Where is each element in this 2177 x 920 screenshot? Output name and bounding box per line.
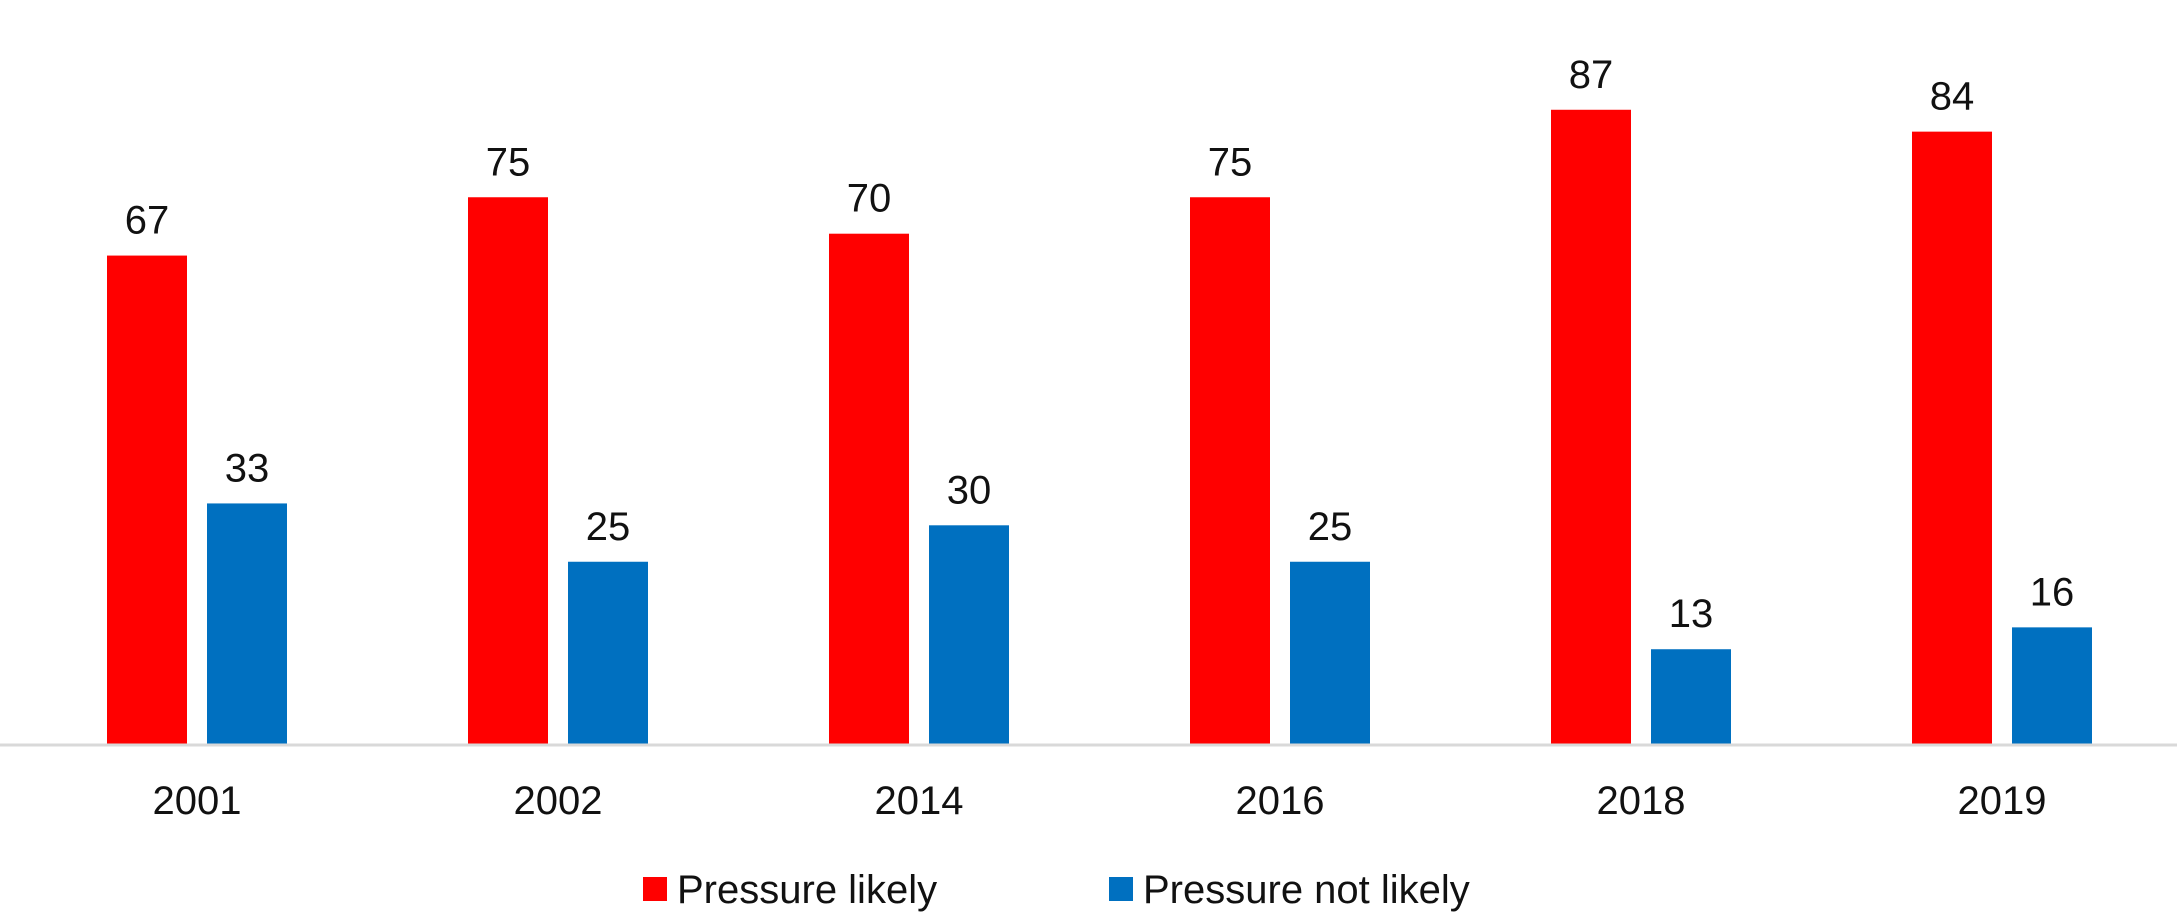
bar-pressure-not-likely-2014	[929, 525, 1009, 744]
bar-pressure-likely-2018	[1551, 109, 1631, 744]
data-label-pressure-likely-2014: 70	[847, 177, 892, 221]
bar-pressure-not-likely-2001	[207, 503, 287, 744]
data-label-pressure-likely-2001: 67	[125, 199, 170, 243]
data-label-pressure-not-likely-2019: 16	[2030, 570, 2075, 614]
data-label-pressure-likely-2019: 84	[1930, 75, 1975, 119]
bar-pressure-likely-2014	[829, 233, 909, 744]
x-tick-label-2014: 2014	[875, 779, 964, 823]
bar-pressure-not-likely-2018	[1651, 649, 1731, 744]
data-label-pressure-likely-2016: 75	[1208, 140, 1253, 184]
bar-pressure-not-likely-2002	[568, 561, 648, 744]
bar-pressure-likely-2019	[1912, 131, 1992, 744]
data-label-pressure-not-likely-2002: 25	[586, 505, 631, 549]
bar-pressure-not-likely-2016	[1290, 561, 1370, 744]
x-tick-label-2001: 2001	[153, 779, 242, 823]
bar-pressure-not-likely-2019	[2012, 627, 2092, 744]
x-tick-label-2018: 2018	[1597, 779, 1686, 823]
bar-pressure-likely-2002	[468, 197, 548, 744]
bar-pressure-likely-2016	[1190, 197, 1270, 744]
data-labels-layer: 67 33 75 25 70 30 75 25 87 13 84 16	[125, 53, 2075, 636]
x-tick-labels-layer: 2001 2002 2014 2016 2018 2019	[153, 779, 2047, 823]
legend-label-pressure-likely: Pressure likely	[677, 868, 937, 912]
legend: Pressure likely Pressure not likely	[643, 868, 1470, 912]
x-tick-label-2016: 2016	[1236, 779, 1325, 823]
legend-swatch-pressure-likely	[643, 877, 667, 901]
data-label-pressure-not-likely-2016: 25	[1308, 505, 1353, 549]
bar-pressure-likely-2001	[107, 255, 187, 744]
bars-layer	[107, 109, 2092, 744]
data-label-pressure-not-likely-2014: 30	[947, 468, 992, 512]
data-label-pressure-not-likely-2001: 33	[225, 446, 270, 490]
x-tick-label-2002: 2002	[514, 779, 603, 823]
legend-label-pressure-not-likely: Pressure not likely	[1143, 868, 1470, 912]
x-tick-label-2019: 2019	[1958, 779, 2047, 823]
data-label-pressure-not-likely-2018: 13	[1669, 592, 1714, 636]
data-label-pressure-likely-2002: 75	[486, 140, 531, 184]
data-label-pressure-likely-2018: 87	[1569, 53, 1614, 97]
legend-swatch-pressure-not-likely	[1109, 877, 1133, 901]
